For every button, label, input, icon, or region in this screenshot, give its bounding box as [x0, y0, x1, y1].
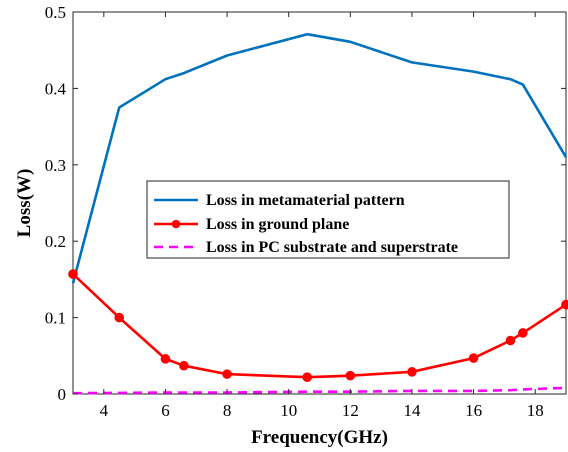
- data-point: [114, 312, 125, 323]
- plot-area: [72, 11, 567, 395]
- x-tick-label: 18: [527, 401, 544, 420]
- data-point: [518, 328, 528, 338]
- series-line-loss-in-ground-plane: [72, 273, 567, 379]
- series-layer: [68, 32, 568, 395]
- y-tick-label: 0.1: [45, 309, 66, 328]
- x-tick-label: 16: [465, 401, 482, 420]
- x-tick-label: 10: [280, 401, 297, 420]
- data-point: [345, 370, 356, 381]
- x-axis-title: Frequency(GHz): [251, 427, 388, 448]
- x-tick-label: 4: [100, 401, 109, 420]
- legend-marker: [171, 219, 181, 229]
- x-tick-label: 12: [342, 401, 359, 420]
- data-point: [561, 299, 568, 310]
- legend-label: Loss in ground plane: [206, 216, 349, 233]
- y-tick-label: 0.4: [45, 79, 67, 98]
- x-tick-label: 6: [161, 401, 170, 420]
- legend-label: Loss in PC substrate and superstrate: [206, 239, 458, 256]
- ticks-layer: 4 6 8 10 12 14 16 18 0 0.1 0.2 0.3 0.4 0.5: [45, 3, 566, 420]
- data-point: [160, 354, 171, 364]
- y-tick-label: 0.3: [45, 156, 66, 175]
- plot-frame: [72, 11, 567, 395]
- y-tick-label: 0: [58, 385, 67, 404]
- data-point: [302, 372, 312, 382]
- data-point: [407, 367, 417, 377]
- y-tick-label: 0.5: [45, 3, 66, 22]
- x-tick-label: 14: [403, 401, 421, 420]
- data-point: [68, 269, 78, 279]
- legend-box: [146, 180, 510, 259]
- y-axis-title: Loss(W): [14, 169, 35, 238]
- series-line-loss-in-metamaterial-pattern: [71, 32, 568, 284]
- y-tick-label: 0.2: [45, 232, 66, 251]
- legend: Loss in metamaterial pattern Loss in grou…: [146, 180, 510, 259]
- data-point: [505, 335, 516, 346]
- data-point: [179, 360, 189, 371]
- series-line-loss-in-pc-substrate-and-superstrate: [72, 386, 567, 395]
- data-point: [468, 353, 479, 363]
- legend-label: Loss in metamaterial pattern: [206, 192, 405, 209]
- data-point: [222, 369, 232, 379]
- x-tick-label: 8: [223, 401, 232, 420]
